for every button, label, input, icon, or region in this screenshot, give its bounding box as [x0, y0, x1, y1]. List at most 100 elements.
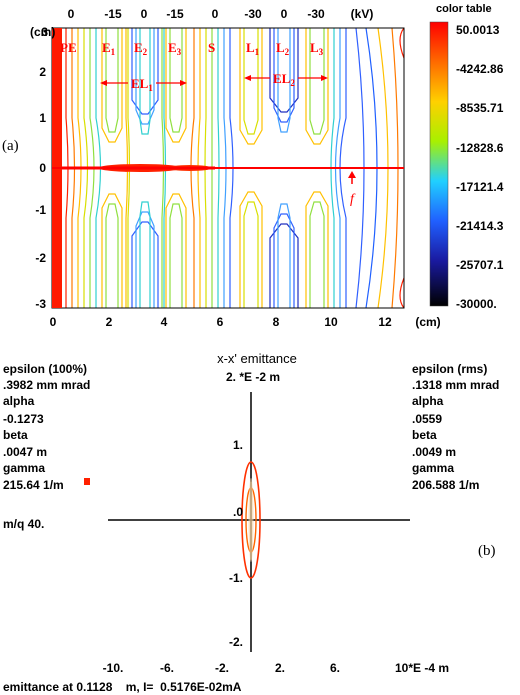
- panel-a-label: (a): [2, 138, 19, 154]
- electrode-label-l2: L2: [276, 40, 290, 57]
- contour-line: [135, 28, 155, 125]
- contour-line: [131, 28, 159, 115]
- color-value: -4242.86: [456, 62, 504, 76]
- x-tick: 10: [324, 315, 338, 329]
- mq-value: m/q 40.: [3, 517, 44, 531]
- contour-line: [139, 201, 151, 308]
- panel-b: x-x' emittance 2. *E -2 m 1. .0 -1. -2. …: [3, 351, 499, 694]
- contour-line: [305, 28, 329, 145]
- stat-label: alpha: [3, 394, 35, 408]
- top-voltage-labels: 0 -15 0 -15 0 -30 0 -30 (kV): [68, 7, 374, 21]
- unit-cm-y: (cm): [30, 25, 55, 39]
- electrode-label-el1: EL1: [131, 76, 153, 93]
- electrode-label-s: S: [208, 40, 215, 55]
- phase-y-tick: .0: [233, 505, 243, 519]
- color-value: -8535.71: [456, 101, 504, 115]
- y-tick: -3: [35, 297, 46, 311]
- electrode-label-pe: PE: [60, 40, 77, 55]
- phase-y-tick: -2.: [229, 635, 243, 649]
- voltage-label: -15: [104, 7, 122, 21]
- contour-line: [243, 201, 259, 308]
- focus-label: f: [350, 192, 356, 207]
- contour-line: [165, 28, 187, 143]
- contour-line: [273, 28, 295, 123]
- voltage-label: -15: [166, 7, 184, 21]
- marker-square: [84, 478, 90, 485]
- y-tick: 0: [39, 161, 46, 175]
- contour-line: [273, 213, 295, 308]
- contour-line: [239, 191, 263, 308]
- phase-x-tick: 6.: [330, 661, 340, 675]
- stat-value: 215.64 1/m: [3, 478, 64, 492]
- stat-label: alpha: [412, 394, 444, 408]
- phase-y-tick: -1.: [229, 571, 243, 585]
- voltage-label: -30: [244, 7, 262, 21]
- color-table: color table 50.0013 -4242.86 -8535.71 -1…: [429, 3, 504, 311]
- y-tick: 1: [39, 111, 46, 125]
- contour-line: [169, 28, 183, 133]
- focus-arrow-head: [348, 171, 356, 178]
- color-value: -25707.1: [456, 258, 504, 272]
- y-tick: 3: [41, 25, 48, 39]
- right-stats: epsilon (rms) .1318 mm mrad alpha .0559 …: [412, 362, 499, 492]
- contour-line: [105, 28, 119, 133]
- electrode-label-e1: E1: [102, 40, 116, 57]
- contour-line: [101, 193, 123, 308]
- x-tick: 0: [50, 315, 57, 329]
- contour-line: [277, 28, 291, 133]
- voltage-label: 0: [281, 7, 288, 21]
- electrode-label-el2: EL2: [273, 71, 295, 88]
- contour-line: [399, 28, 404, 59]
- unit-cm-x: (cm): [415, 315, 440, 329]
- y-tick: -1: [35, 203, 46, 217]
- stat-label: epsilon (rms): [412, 362, 487, 376]
- color-value: -12828.6: [456, 141, 504, 155]
- emittance-ellipse-outer: [241, 461, 261, 579]
- stat-value: .1318 mm mrad: [412, 378, 499, 392]
- stat-value: .0047 m: [3, 445, 47, 459]
- voltage-label: -30: [307, 7, 325, 21]
- electrode-label-e3: E3: [168, 40, 182, 57]
- color-value: 50.0013: [456, 23, 500, 37]
- contour-line: [399, 277, 404, 308]
- stat-label: beta: [3, 428, 28, 442]
- contour-line: [309, 28, 325, 135]
- unit-kv: (kV): [351, 7, 374, 21]
- contour-line: [309, 201, 325, 308]
- stat-label: gamma: [412, 461, 454, 475]
- contour-line: [269, 223, 299, 308]
- stat-value: -0.1273: [3, 412, 44, 426]
- phase-x-tick: -6.: [160, 661, 174, 675]
- y-axis-a: (cm) 3 2 1 0 -1 -2 -3: [30, 25, 55, 311]
- color-value: -30000.: [456, 297, 497, 311]
- y-tick: 2: [39, 65, 46, 79]
- x-tick: 6: [217, 315, 224, 329]
- contour-line: [239, 28, 263, 145]
- stat-value: .0559: [412, 412, 442, 426]
- contour-line: [139, 28, 151, 135]
- color-bar: [429, 21, 449, 307]
- stat-label: gamma: [3, 461, 45, 475]
- emittance-footer: emittance at 0.1128 m, I= 0.5176E-02mA: [3, 680, 242, 694]
- contour-line: [101, 28, 123, 143]
- electrode-label-l1: L1: [246, 40, 260, 57]
- phase-x-tick: -2.: [215, 661, 229, 675]
- contour-line: [305, 191, 329, 308]
- x-tick: 4: [161, 315, 168, 329]
- electrode-label-e2: E2: [134, 40, 148, 57]
- stat-value: .3982 mm mrad: [3, 378, 90, 392]
- phase-x-tick: -10.: [103, 661, 124, 675]
- contour-line: [169, 203, 183, 308]
- voltage-label: 0: [141, 7, 148, 21]
- contour-line: [269, 28, 299, 113]
- electrode-label-l3: L3: [310, 40, 324, 57]
- x-tick: 12: [378, 315, 392, 329]
- el-arrows: [100, 75, 328, 86]
- contour-line: [243, 28, 259, 135]
- stat-value: 206.588 1/m: [412, 478, 479, 492]
- phase-y-tick: 1.: [233, 438, 243, 452]
- contour-line: [277, 203, 291, 308]
- color-value: -17121.4: [456, 180, 504, 194]
- contour-line: [131, 221, 159, 308]
